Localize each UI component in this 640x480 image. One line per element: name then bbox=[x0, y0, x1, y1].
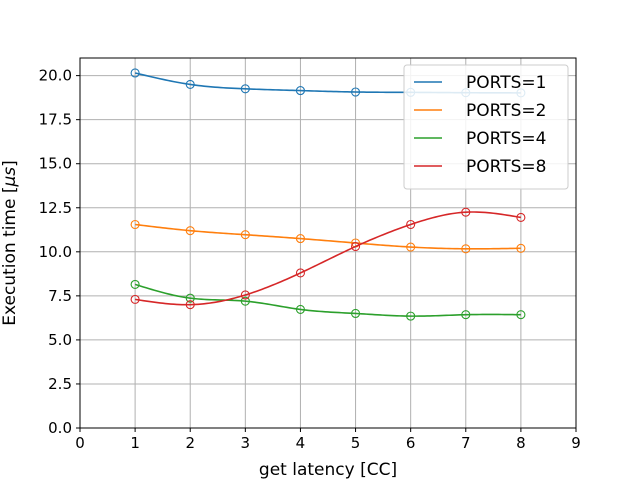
series-4 bbox=[130, 207, 526, 310]
x-tick-label: 9 bbox=[571, 434, 581, 452]
data-point bbox=[406, 219, 416, 230]
data-point bbox=[185, 79, 195, 89]
data-point bbox=[516, 310, 526, 320]
data-point bbox=[516, 212, 526, 223]
series-group bbox=[130, 68, 526, 321]
data-point bbox=[130, 294, 140, 304]
series-line bbox=[135, 223, 521, 250]
x-tick-label: 5 bbox=[351, 434, 361, 452]
y-tick-label: 7.5 bbox=[48, 287, 72, 305]
x-tick-label: 7 bbox=[461, 434, 471, 452]
data-point bbox=[295, 234, 305, 244]
y-tick-label: 20.0 bbox=[39, 67, 72, 85]
y-tick-label: 2.5 bbox=[48, 375, 72, 393]
y-axis-label: Execution time [μs] bbox=[0, 160, 20, 326]
data-point bbox=[185, 293, 195, 303]
y-tick-label: 17.5 bbox=[39, 111, 72, 129]
y-axis-label-close: ] bbox=[0, 160, 20, 167]
data-point bbox=[295, 304, 305, 314]
data-point bbox=[351, 87, 361, 97]
x-tick-label: 3 bbox=[241, 434, 251, 452]
data-point bbox=[240, 84, 250, 94]
plot-frame bbox=[79, 57, 577, 429]
data-point bbox=[240, 230, 250, 240]
data-point bbox=[295, 86, 305, 96]
series-3 bbox=[130, 279, 526, 321]
legend-label: PORTS=1 bbox=[466, 73, 546, 93]
x-axis-ticks: 0 1 2 3 4 5 6 7 8 9 bbox=[75, 428, 581, 452]
series-line bbox=[134, 283, 521, 317]
data-point bbox=[130, 279, 140, 289]
series-2 bbox=[130, 219, 526, 254]
x-tick-label: 8 bbox=[516, 434, 526, 452]
data-point bbox=[185, 300, 195, 310]
y-tick-label: 10.0 bbox=[39, 243, 72, 261]
y-axis-label-text: Execution time [ bbox=[0, 187, 20, 326]
y-tick-label: 0.0 bbox=[48, 419, 72, 437]
data-point bbox=[516, 243, 526, 253]
data-point bbox=[240, 296, 250, 306]
data-point bbox=[130, 68, 140, 78]
legend-label: PORTS=4 bbox=[466, 129, 546, 149]
legend-label: PORTS=2 bbox=[466, 101, 546, 121]
data-point bbox=[461, 207, 471, 217]
y-tick-label: 5.0 bbox=[48, 331, 72, 349]
y-axis-label-unit: s bbox=[0, 167, 20, 176]
y-tick-label: 12.5 bbox=[39, 199, 72, 217]
data-point bbox=[351, 241, 361, 252]
y-axis-label-mu: μ bbox=[0, 176, 20, 188]
x-tick-label: 1 bbox=[130, 434, 140, 452]
data-point bbox=[130, 219, 140, 230]
data-point bbox=[351, 308, 361, 319]
data-point bbox=[461, 244, 471, 254]
legend-box bbox=[403, 64, 569, 190]
data-point bbox=[406, 242, 416, 252]
x-tick-label: 4 bbox=[296, 434, 306, 452]
legend: PORTS=1 PORTS=2 PORTS=4 PORTS=8 bbox=[403, 64, 569, 190]
x-tick-label: 6 bbox=[406, 434, 416, 452]
x-tick-label: 0 bbox=[75, 434, 85, 452]
x-axis-label: get latency [CC] bbox=[259, 460, 397, 480]
y-tick-label: 15.0 bbox=[39, 155, 72, 173]
data-point bbox=[240, 290, 250, 300]
data-point bbox=[185, 226, 195, 236]
series-line bbox=[134, 211, 522, 306]
data-point bbox=[406, 311, 416, 321]
x-tick-label: 2 bbox=[185, 434, 195, 452]
data-point bbox=[461, 310, 471, 320]
y-axis-ticks: 0.0 2.5 5.0 7.5 10.0 12.5 15.0 17.5 20.0 bbox=[39, 67, 80, 437]
data-point bbox=[295, 268, 305, 278]
legend-label: PORTS=8 bbox=[466, 157, 546, 177]
